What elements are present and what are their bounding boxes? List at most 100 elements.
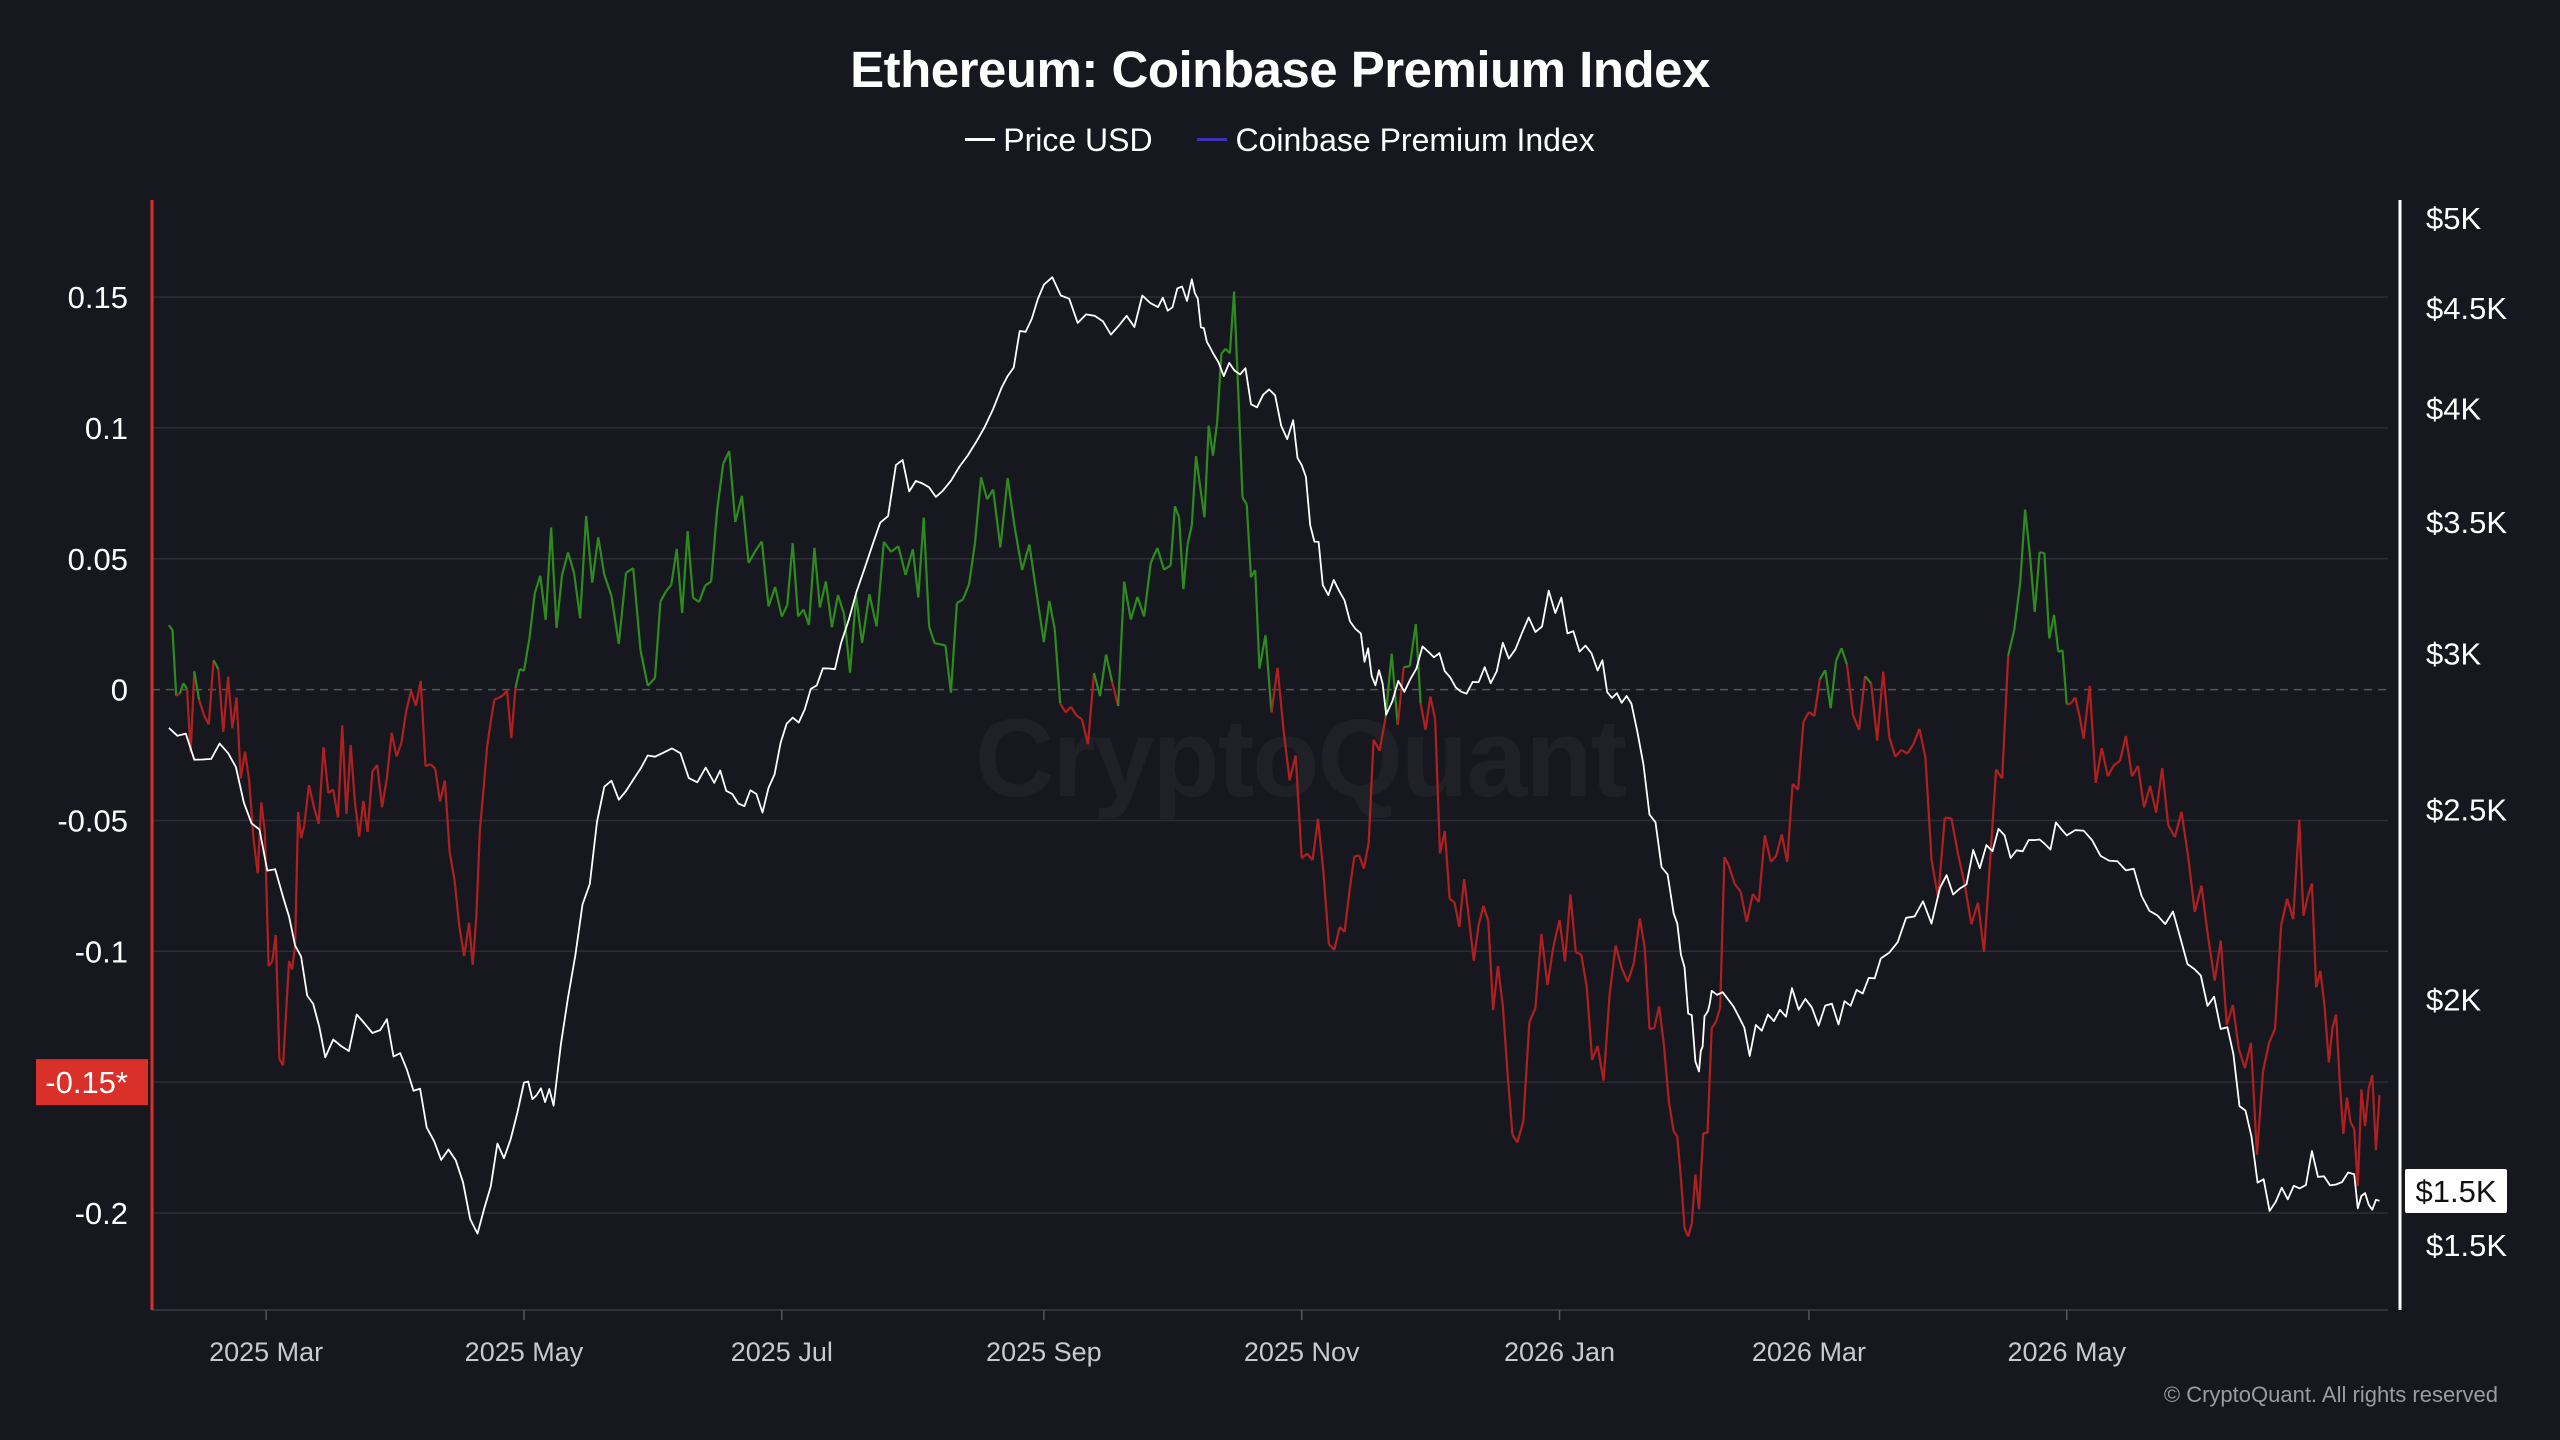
premium-index-segment bbox=[1719, 856, 1726, 1008]
premium-index-segment bbox=[1540, 933, 1549, 986]
premium-index-segment bbox=[267, 960, 274, 967]
premium-index-segment bbox=[349, 745, 356, 802]
premium-index-segment bbox=[1501, 1005, 1509, 1074]
premium-index-segment bbox=[2078, 715, 2085, 739]
premium-index-segment bbox=[882, 541, 892, 553]
premium-index-segment bbox=[1156, 547, 1166, 571]
left-tick-label: -0.05 bbox=[57, 803, 128, 838]
premium-index-segment bbox=[448, 852, 456, 881]
premium-index-segment bbox=[813, 547, 821, 608]
premium-index-segment bbox=[1596, 1045, 1605, 1081]
premium-index-segment bbox=[1835, 647, 1843, 662]
premium-index-segment bbox=[2048, 614, 2056, 639]
premium-index-segment bbox=[754, 540, 763, 552]
premium-index-segment bbox=[1136, 596, 1146, 617]
left-tick-label: -0.2 bbox=[75, 1196, 128, 1231]
premium-index-segment bbox=[681, 530, 689, 614]
premium-index-segment bbox=[1522, 1022, 1531, 1122]
premium-index-segment bbox=[1775, 834, 1783, 856]
premium-index-segment bbox=[2094, 747, 2103, 784]
premium-index-segment bbox=[1492, 965, 1500, 1011]
premium-index-segment bbox=[579, 515, 588, 619]
premium-index-segment bbox=[1585, 986, 1594, 1060]
premium-index-segment bbox=[1264, 635, 1273, 713]
premium-index-segment bbox=[780, 604, 789, 618]
legend-swatch-premium bbox=[1197, 138, 1228, 142]
premium-index-segment bbox=[1614, 945, 1623, 969]
premium-index-segment bbox=[665, 584, 673, 593]
premium-index-segment bbox=[1282, 730, 1291, 781]
premium-index-segment bbox=[1662, 1045, 1670, 1102]
premium-index-segment bbox=[1818, 669, 1827, 681]
premium-index-segment bbox=[2286, 898, 2295, 920]
premium-index-segment bbox=[2001, 655, 2010, 779]
premium-index-segment bbox=[395, 742, 403, 757]
premium-index-segment bbox=[824, 581, 834, 628]
premium-index-segment bbox=[1506, 1073, 1514, 1135]
premium-index-segment bbox=[353, 801, 361, 837]
premium-index-segment bbox=[307, 784, 315, 808]
premium-index-segment bbox=[1894, 749, 1903, 758]
premium-index-segment bbox=[2149, 785, 2158, 813]
premium-index-segment bbox=[1649, 1026, 1655, 1031]
right-tick-label: $4.5K bbox=[2426, 291, 2507, 326]
premium-index-segment bbox=[1900, 748, 1908, 755]
premium-index-segment bbox=[961, 584, 971, 600]
premium-index-segment bbox=[1930, 859, 1940, 898]
premium-index-segment bbox=[704, 580, 712, 587]
premium-index-segment bbox=[1384, 653, 1393, 718]
premium-index-segment bbox=[1829, 660, 1838, 709]
premium-index-segment bbox=[2349, 1121, 2356, 1130]
premium-index-segment bbox=[510, 687, 517, 739]
premium-index-segment bbox=[1739, 891, 1748, 923]
premium-index-segment bbox=[362, 800, 369, 833]
premium-index-segment bbox=[2219, 940, 2228, 1026]
premium-index-segment bbox=[610, 595, 620, 645]
premium-index-segment bbox=[1358, 854, 1365, 869]
premium-index-segment bbox=[566, 552, 576, 574]
premium-index-segment bbox=[1780, 834, 1789, 863]
premium-index-segment bbox=[2074, 697, 2081, 716]
copyright-notice: © CryptoQuant. All rights reserved bbox=[2163, 1382, 2498, 1407]
premium-index-segment bbox=[1710, 1021, 1717, 1029]
premium-index-segment bbox=[322, 747, 330, 794]
premium-index-segment bbox=[226, 676, 234, 729]
premium-index-segment bbox=[400, 710, 408, 744]
premium-index-segment bbox=[475, 830, 481, 919]
premium-index-segment bbox=[248, 780, 255, 839]
premium-index-segment bbox=[256, 802, 263, 874]
x-tick-label: 2026 Jan bbox=[1504, 1337, 1615, 1367]
premium-index-segment bbox=[2338, 1080, 2345, 1134]
legend-item-premium[interactable]: Coinbase Premium Index bbox=[1197, 122, 1595, 159]
premium-index-segment bbox=[1129, 596, 1139, 620]
premium-index-segment bbox=[774, 586, 783, 617]
right-tick-label: $2K bbox=[2426, 983, 2481, 1018]
left-tick-label: -0.15* bbox=[45, 1065, 128, 1100]
premium-index-segment bbox=[692, 596, 700, 603]
premium-index-segment bbox=[528, 592, 536, 639]
premium-index-segment bbox=[1245, 504, 1253, 578]
premium-index-segment bbox=[1608, 945, 1617, 995]
premium-index-segment bbox=[928, 626, 936, 644]
premium-index-segment bbox=[1802, 711, 1810, 723]
premium-index-segment bbox=[603, 574, 613, 597]
premium-index-segment bbox=[2167, 824, 2176, 838]
x-tick-label: 2026 Mar bbox=[1752, 1337, 1866, 1367]
premium-index-segment bbox=[2273, 925, 2283, 1029]
premium-index-segment bbox=[1408, 623, 1417, 667]
premium-index-segment bbox=[1950, 818, 1960, 855]
premium-index-segment bbox=[934, 642, 941, 646]
right-tick-label: $5K bbox=[2426, 201, 2481, 236]
premium-index-segment bbox=[767, 586, 777, 607]
premium-index-segment bbox=[294, 811, 300, 946]
premium-index-segment bbox=[2082, 685, 2091, 739]
premium-index-segment bbox=[2261, 1042, 2271, 1072]
premium-index-segment bbox=[189, 671, 196, 753]
legend-item-price[interactable]: Price USD bbox=[965, 122, 1153, 159]
premium-index-segment bbox=[2345, 1097, 2352, 1123]
premium-index-segment bbox=[2007, 629, 2016, 656]
premium-index-segment bbox=[2028, 554, 2036, 613]
premium-index-segment bbox=[653, 601, 662, 679]
premium-index-segment bbox=[1104, 654, 1114, 682]
left-tick-label: 0.05 bbox=[68, 542, 128, 577]
